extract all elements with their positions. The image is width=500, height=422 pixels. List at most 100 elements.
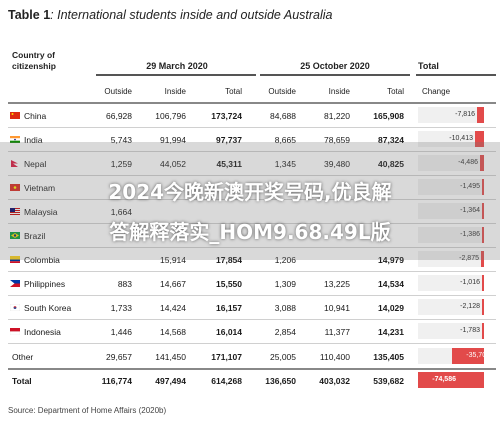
change-bar-track: -2,128 bbox=[418, 299, 484, 315]
cell-t1: 171,107 bbox=[211, 352, 242, 362]
country-name: Total bbox=[12, 376, 32, 386]
cell-i1: 141,450 bbox=[155, 352, 186, 362]
row-divider bbox=[8, 247, 496, 248]
cell-i1: 14,568 bbox=[160, 327, 186, 337]
country-name: India bbox=[24, 135, 43, 145]
cell-t1: 173,724 bbox=[211, 111, 242, 121]
change-bar-track: -4,486 bbox=[418, 155, 484, 171]
cell-o1: 1,664 bbox=[110, 207, 132, 217]
watermark-line-2: 答解释落实_HOM9.68.49L版 bbox=[109, 220, 391, 244]
cell-t1: 16,157 bbox=[216, 303, 242, 313]
country-name: Colombia bbox=[24, 255, 60, 265]
cell-t2: 14,029 bbox=[378, 303, 404, 313]
cell-t1: 15,550 bbox=[216, 279, 242, 289]
change-bar bbox=[477, 107, 484, 123]
table-title-number: Table 1 bbox=[8, 8, 51, 22]
country-name: Vietnam bbox=[24, 183, 56, 193]
cell-i2: 11,377 bbox=[324, 327, 350, 337]
cell-i2: 10,941 bbox=[324, 303, 350, 313]
cell-t1: 614,268 bbox=[211, 376, 242, 386]
date1-underline bbox=[96, 74, 256, 76]
cell-t2: 40,825 bbox=[378, 159, 404, 169]
country-name: Indonesia bbox=[24, 327, 61, 337]
cell-o1: 5,743 bbox=[110, 135, 132, 145]
cell-o1: 116,774 bbox=[101, 376, 132, 386]
row-divider bbox=[8, 295, 496, 296]
cell-o2: 1,345 bbox=[274, 159, 296, 169]
cell-o1: 29,657 bbox=[106, 352, 132, 362]
change-bar bbox=[481, 251, 484, 267]
change-bar bbox=[482, 299, 484, 315]
change-bar bbox=[482, 203, 484, 219]
philippines-flag-icon bbox=[10, 279, 20, 287]
cell-o2: 84,688 bbox=[270, 111, 296, 121]
change-label: -1,364 bbox=[460, 207, 480, 214]
nepal-flag-icon bbox=[10, 159, 20, 167]
cell-i2: 403,032 bbox=[319, 376, 350, 386]
cell-o1: 1,446 bbox=[110, 327, 132, 337]
change-bar-track: -1,016 bbox=[418, 275, 484, 291]
table-row: Vietnam -1,495 bbox=[0, 176, 500, 198]
cell-t2: 165,908 bbox=[373, 111, 404, 121]
cell-o2: 3,088 bbox=[274, 303, 296, 313]
cell-i1: 106,796 bbox=[155, 111, 186, 121]
malaysia-flag-icon bbox=[10, 207, 20, 215]
change-bar bbox=[418, 372, 484, 388]
change-label: -1,783 bbox=[460, 327, 480, 334]
cell-t2: 87,324 bbox=[378, 135, 404, 145]
cell-i2: 78,659 bbox=[324, 135, 350, 145]
change-bar bbox=[482, 275, 484, 291]
change-bar-track: -1,495 bbox=[418, 179, 484, 195]
change-bar-track: -1,364 bbox=[418, 203, 484, 219]
watermark-band bbox=[0, 142, 500, 260]
source-note: Source: Department of Home Affairs (2020… bbox=[8, 406, 167, 415]
table-row: India 5,743 91,994 97,737 8,665 78,659 87,324 -… bbox=[0, 128, 500, 150]
table-row: Brazil -1,386 bbox=[0, 224, 500, 246]
table-row: Malaysia 1,664 -1,364 bbox=[0, 200, 500, 222]
cell-i1: 15,914 bbox=[160, 255, 186, 265]
row-divider bbox=[8, 368, 496, 370]
country-name: Nepal bbox=[24, 159, 47, 169]
change-label: -2,875 bbox=[459, 255, 479, 262]
change-label: -10,413 bbox=[449, 135, 473, 142]
cell-i2: 39,480 bbox=[324, 159, 350, 169]
col-total-2: Total bbox=[387, 87, 404, 96]
cell-i1: 91,994 bbox=[160, 135, 186, 145]
cell-t2: 539,682 bbox=[373, 376, 404, 386]
cell-o2: 1,206 bbox=[274, 255, 296, 265]
cell-t2: 135,405 bbox=[373, 352, 404, 362]
change-label: -1,016 bbox=[460, 279, 480, 286]
change-bar-track: -35,702 bbox=[418, 348, 490, 364]
country-header: Country of citizenship bbox=[12, 50, 56, 71]
header-divider bbox=[8, 102, 496, 104]
col-change: Change bbox=[422, 87, 451, 96]
cell-o1: 1,733 bbox=[110, 303, 132, 313]
change-bar bbox=[482, 323, 484, 339]
country-name: Other bbox=[12, 352, 34, 362]
row-divider bbox=[8, 271, 496, 272]
cell-i1: 14,424 bbox=[160, 303, 186, 313]
colombia-flag-icon bbox=[10, 255, 20, 263]
row-divider bbox=[8, 343, 496, 344]
table-row: Indonesia 1,446 14,568 16,014 2,854 11,377 14,… bbox=[0, 320, 500, 342]
indonesia-flag-icon bbox=[9, 327, 21, 336]
row-divider bbox=[8, 151, 496, 152]
country-name: China bbox=[24, 111, 47, 121]
cell-t2: 14,979 bbox=[378, 255, 404, 265]
country-name: Malaysia bbox=[24, 207, 58, 217]
table-row: Philippines 883 14,667 15,550 1,309 13,225 14,… bbox=[0, 272, 500, 294]
change-label: -1,386 bbox=[460, 231, 480, 238]
col-outside-1: Outside bbox=[104, 87, 132, 96]
cell-o2: 25,005 bbox=[270, 352, 296, 362]
cell-o2: 2,854 bbox=[274, 327, 296, 337]
cell-o2: 1,309 bbox=[274, 279, 296, 289]
cell-i1: 14,667 bbox=[160, 279, 186, 289]
cell-i1: 44,052 bbox=[160, 159, 186, 169]
table-row: China 66,928 106,796 173,724 84,688 81,220 165… bbox=[0, 104, 500, 126]
country-name: Philippines bbox=[24, 279, 66, 289]
change-label: -7,816 bbox=[455, 111, 475, 118]
table-title-text: : International students inside and outs… bbox=[50, 8, 333, 22]
cell-t1: 16,014 bbox=[216, 327, 242, 337]
change-bar bbox=[480, 155, 484, 171]
table-row: Colombia 15,914 17,854 1,206 14,979 -2,875 bbox=[0, 248, 500, 270]
